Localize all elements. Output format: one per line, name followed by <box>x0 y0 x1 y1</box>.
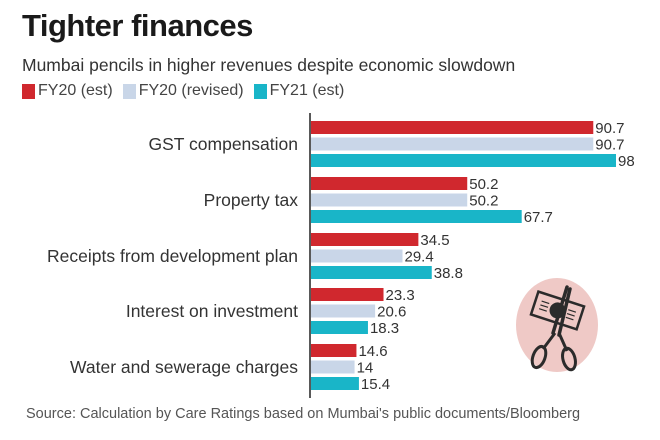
data-label: 90.7 <box>595 120 624 137</box>
data-label: 14.6 <box>358 343 387 360</box>
legend-item-fy20-revised: FY20 (revised) <box>122 82 244 100</box>
data-label: 98 <box>618 153 635 170</box>
bar <box>311 233 419 246</box>
legend-swatch <box>122 83 136 99</box>
data-label: 20.6 <box>377 304 406 321</box>
data-label: 67.7 <box>524 209 553 226</box>
legend-label: FY20 (revised) <box>138 82 244 99</box>
data-label: 50.2 <box>469 193 498 210</box>
legend-label: FY21 (est) <box>269 82 345 99</box>
data-label: 34.5 <box>420 232 449 249</box>
bar <box>311 121 594 134</box>
legend-swatch <box>253 83 267 99</box>
data-label: 15.4 <box>361 376 390 393</box>
source-note: Source: Calculation by Care Ratings base… <box>26 406 581 422</box>
scissors-cutting-banknote-icon <box>516 278 598 372</box>
data-label: 14 <box>357 360 374 377</box>
bar <box>311 321 368 334</box>
bar <box>311 137 594 151</box>
bar <box>311 266 432 279</box>
data-label: 29.4 <box>405 249 434 266</box>
bar <box>311 304 376 318</box>
data-label: 50.2 <box>469 176 498 193</box>
data-label: 18.3 <box>370 320 399 337</box>
data-label: 38.8 <box>434 265 463 282</box>
category-label: Interest on investment <box>126 301 298 321</box>
legend: FY20 (est) FY20 (revised) FY21 (est) <box>22 82 354 100</box>
legend-swatch <box>22 83 35 99</box>
category-label: GST compensation <box>149 134 298 154</box>
bar <box>311 249 403 263</box>
bar <box>311 288 384 301</box>
bar <box>311 177 468 190</box>
category-label: Receipts from development plan <box>47 246 298 266</box>
legend-item-fy20-est: FY20 (est) <box>22 82 113 100</box>
legend-label: FY20 (est) <box>38 82 113 99</box>
category-label: Property tax <box>204 190 299 210</box>
data-label: 90.7 <box>595 137 624 154</box>
chart-title: Tighter finances <box>22 8 253 43</box>
chart-subtitle: Mumbai pencils in higher revenues despit… <box>22 55 516 75</box>
data-label: 23.3 <box>386 287 415 304</box>
bar <box>311 210 522 223</box>
bar <box>311 377 359 390</box>
bar <box>311 193 468 207</box>
bar <box>311 154 616 167</box>
category-label: Water and sewerage charges <box>70 357 298 377</box>
legend-item-fy21-est: FY21 (est) <box>253 82 345 100</box>
bar <box>311 344 357 357</box>
bar <box>311 360 355 374</box>
